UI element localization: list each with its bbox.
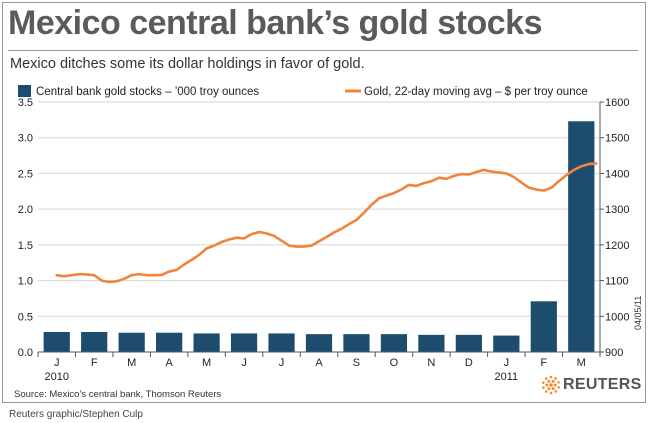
logo-dot <box>547 387 551 391</box>
logo-dot <box>549 391 553 395</box>
bar-8 <box>305 334 333 352</box>
bar-7 <box>268 333 295 352</box>
logo-dot <box>553 383 557 387</box>
month-label: M <box>577 357 586 369</box>
left-tick-label: 1.0 <box>18 276 33 288</box>
title-divider <box>8 50 638 51</box>
bar-6 <box>230 333 258 352</box>
legend-line-label: Gold, 22-day moving avg – $ per troy oun… <box>364 86 588 98</box>
month-label: M <box>202 357 211 369</box>
logo-dot <box>542 386 545 389</box>
month-label: S <box>353 357 360 369</box>
month-label: J <box>279 357 285 369</box>
right-tick-label: 1300 <box>605 204 629 216</box>
logo-dot <box>545 383 549 387</box>
month-label: D <box>465 357 473 369</box>
month-label: A <box>165 357 173 369</box>
year-label: 2011 <box>495 371 519 383</box>
date-stamp: 04/05/11 <box>633 295 643 330</box>
logo-dot <box>545 390 548 393</box>
logo-dot <box>549 383 553 387</box>
line-series <box>55 162 598 284</box>
logo-dot <box>547 379 551 383</box>
axes: 0.0 0.5 1.0 1.5 2.0 2.5 3.0 3.5 900 1000 1100 1200 1… <box>18 97 630 383</box>
logo-dot <box>551 379 555 383</box>
legend-bar-label: Central bank gold stocks – ’000 troy oun… <box>36 86 259 98</box>
right-tick-label: 1500 <box>605 133 629 145</box>
logo-dot <box>542 381 545 384</box>
graphic-credit: Reuters graphic/Stephen Culp <box>9 409 143 420</box>
bar-9 <box>343 334 370 352</box>
month-label: J <box>241 357 247 369</box>
logo-dot <box>544 377 548 380</box>
bar-15 <box>568 121 595 353</box>
bar-11 <box>418 334 445 352</box>
left-tick-label: 1.5 <box>18 240 33 252</box>
logo-dot <box>549 375 553 379</box>
bar-12 <box>455 334 482 352</box>
month-label: A <box>315 357 323 369</box>
logo-dot <box>554 390 558 393</box>
month-label: F <box>91 357 98 369</box>
right-tick-label: 900 <box>605 347 623 359</box>
month-label: J <box>54 357 60 369</box>
right-tick-label: 1200 <box>605 240 629 252</box>
month-label: F <box>540 357 547 369</box>
left-tick-label: 0.0 <box>18 347 33 359</box>
bar-14 <box>530 301 557 352</box>
month-label: J <box>504 357 510 369</box>
month-label: M <box>127 357 136 369</box>
left-tick-label: 3.5 <box>18 97 33 109</box>
bar-5 <box>193 333 220 352</box>
left-tick-label: 3.0 <box>18 133 33 145</box>
gold-price-line <box>55 162 598 284</box>
gridlines <box>38 101 600 317</box>
legend-bar-swatch <box>18 85 31 97</box>
reuters-logo: REUTERS <box>540 374 642 396</box>
bar-series <box>43 121 595 353</box>
left-tick-label: 0.5 <box>18 311 33 323</box>
reuters-logo-text: REUTERS <box>563 376 642 393</box>
right-tick-label: 1400 <box>605 168 629 180</box>
year-label: 2010 <box>44 371 68 383</box>
right-tick-label: 1600 <box>605 97 629 109</box>
chart-subtitle: Mexico ditches some its dollar holdings … <box>10 56 365 72</box>
right-tick-label: 1100 <box>605 276 629 288</box>
logo-dot <box>554 377 557 380</box>
legend: Central bank gold stocks – ’000 troy oun… <box>18 85 588 98</box>
right-tick-label: 1000 <box>605 311 629 323</box>
left-tick-label: 2.0 <box>18 204 33 216</box>
logo-dot <box>557 386 560 389</box>
left-tick-label: 2.5 <box>18 168 33 180</box>
bar-3 <box>118 332 145 352</box>
chart-title: Mexico central bank’s gold stocks <box>8 4 542 42</box>
logo-dot <box>557 381 560 384</box>
reuters-dots-icon <box>542 375 560 395</box>
bar-13 <box>493 335 520 352</box>
logo-dot <box>551 387 555 391</box>
bar-10 <box>380 334 408 352</box>
bar-4 <box>156 332 183 352</box>
bar-1 <box>43 332 70 352</box>
bar-2 <box>81 332 108 352</box>
month-label: O <box>390 357 399 369</box>
source-note: Source: Mexico’s central bank, Thomson R… <box>14 389 222 400</box>
month-label: N <box>427 357 435 369</box>
